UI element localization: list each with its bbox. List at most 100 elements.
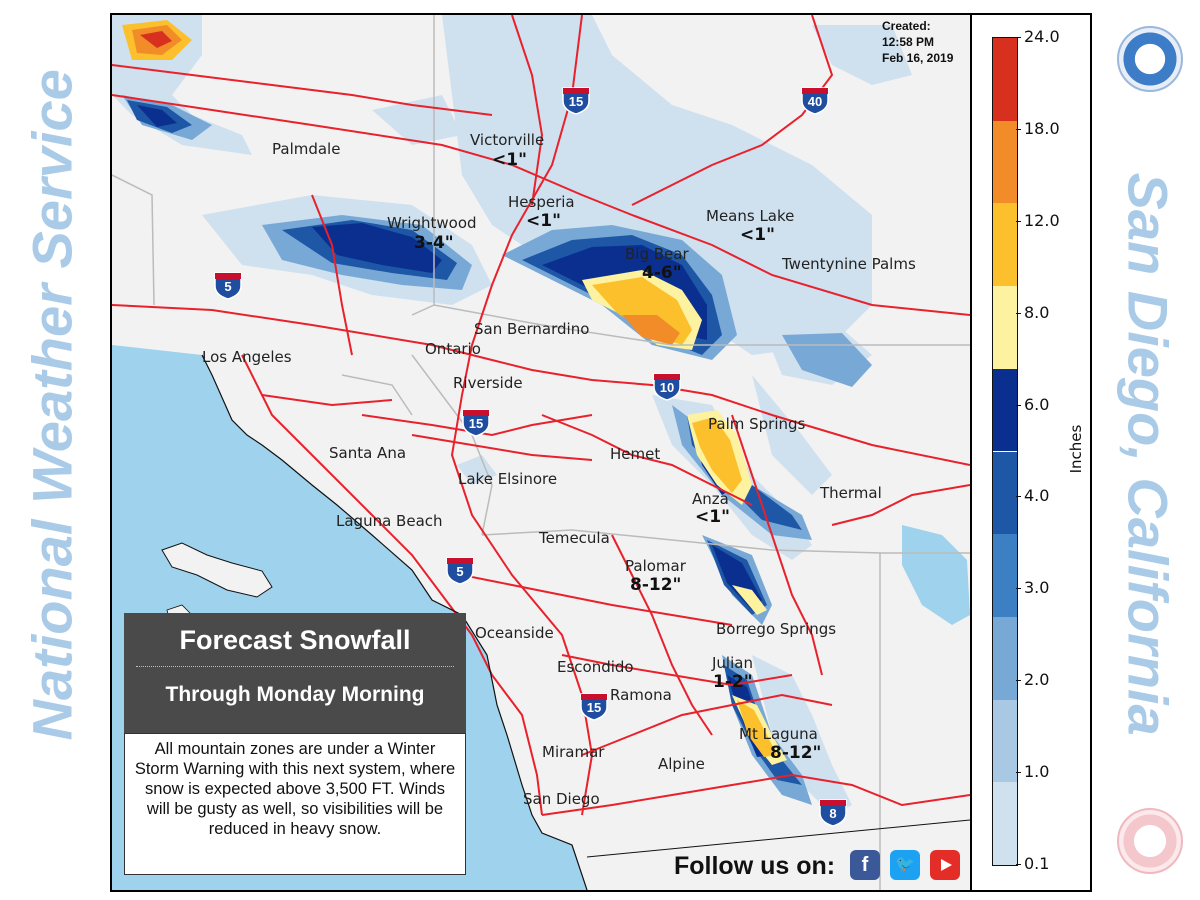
interstate-number: 5 [456,564,464,579]
city-label-means-lake: Means Lake [706,207,795,225]
interstate-shield-icon: 15 [579,691,609,721]
colorbar-tick [1016,128,1021,130]
city-label-escondido: Escondido [557,658,634,676]
interstate-shield-icon: 15 [461,407,491,437]
colorbar-segment [993,616,1017,700]
snow-amount-palomar: 8-12" [630,575,682,595]
island [161,542,273,598]
forecast-title: Forecast Snowfall [179,625,411,655]
colorbar-tick [1016,312,1021,314]
colorbar-tick-label: 24.0 [1024,27,1060,46]
snow-amount-big-bear: 4-6" [642,263,682,283]
colorbar-unit-label: Inches [1067,424,1085,474]
city-label-san-diego: San Diego [523,790,600,808]
office-side-title: San Diego, California [1116,172,1180,736]
colorbar-tick [1016,220,1021,222]
colorbar-tick-label: 2.0 [1024,670,1050,690]
city-label-lake-elsinore: Lake Elsinore [458,470,558,488]
colorbar-tick [1016,404,1021,406]
colorbar-segment [993,120,1017,204]
colorbar-tick-label: 6.0 [1024,394,1050,414]
colorbar-segment [993,534,1017,617]
colorbar-tick-label: 4.0 [1024,486,1050,506]
description-text: All mountain zones are under a Winter St… [134,740,456,838]
city-label-thermal: Thermal [820,484,882,502]
interstate-shield-icon: 5 [213,270,243,300]
interstate-number: 15 [568,94,584,109]
twitter-icon[interactable]: 🐦 [890,850,920,880]
colorbar-tick [1016,588,1021,590]
snowfall-colorbar [992,37,1018,866]
interstate-shield-icon: 8 [818,797,848,827]
interstate-shield-icon: 5 [445,555,475,585]
colorbar-segment [993,203,1017,287]
city-label-san-bernardino: San Bernardino [474,320,590,338]
forecast-subtitle: Through Monday Morning [165,683,425,706]
city-label-palomar: Palomar [625,557,686,575]
colorbar-tick [1016,496,1021,498]
created-timestamp: Created: 12:58 PM Feb 16, 2019 [882,18,953,66]
snow-amount-mt-laguna: 8-12" [770,743,822,763]
colorbar-tick [1016,864,1021,865]
interstate-number: 10 [659,380,675,395]
city-label-wrightwood: Wrightwood [387,214,477,232]
colorbar-tick-label: 0.1 [1024,854,1050,873]
city-label-twentynine-palms: Twentynine Palms [782,255,916,273]
snow-amount-victorville: <1" [492,150,527,170]
colorbar-tick [1016,37,1021,38]
city-label-ramona: Ramona [610,686,672,704]
description-box: All mountain zones are under a Winter St… [124,733,466,875]
snow-amount-julian: 1-2" [713,672,753,692]
facebook-icon[interactable]: f [850,850,880,880]
city-label-mt-laguna: Mt Laguna [739,725,818,743]
city-label-hemet: Hemet [610,445,661,463]
colorbar-tick-label: 12.0 [1024,210,1060,230]
city-label-borrego-springs: Borrego Springs [716,620,837,638]
city-label-laguna-beach: Laguna Beach [336,512,443,530]
colorbar-segment [993,699,1017,783]
city-label-big-bear: Big Bear [625,245,689,263]
snow-amount-wrightwood: 3-4" [414,233,454,253]
follow-us-label: Follow us on: [674,852,836,880]
city-label-riverside: Riverside [453,374,523,392]
colorbar-segment [993,782,1017,865]
forecast-title-box: Forecast Snowfall Through Monday Morning [124,613,466,733]
nws-side-title: National Weather Service [20,69,84,741]
city-label-victorville: Victorville [470,131,545,149]
interstate-number: 5 [224,279,232,294]
city-label-ontario: Ontario [425,340,481,358]
city-label-temecula: Temecula [539,529,610,547]
city-label-los-angeles: Los Angeles [202,348,292,366]
city-label-oceanside: Oceanside [475,624,554,642]
interstate-number: 40 [807,94,823,109]
created-time: 12:58 PM [882,35,935,49]
colorbar-tick-label: 3.0 [1024,578,1050,598]
title-divider [136,666,454,667]
colorbar-segment [993,38,1017,121]
snow-amount-means-lake: <1" [740,225,775,245]
colorbar-segment [993,286,1017,369]
created-label: Created: [882,19,931,33]
city-label-palmdale: Palmdale [272,140,341,158]
youtube-icon[interactable] [930,850,960,880]
interstate-shield-icon: 15 [561,85,591,115]
legend-panel [970,13,1092,892]
city-label-anza: Anza [692,490,729,508]
colorbar-tick-label: 1.0 [1024,762,1050,782]
interstate-number: 15 [468,416,484,431]
interstate-shield-icon: 10 [652,371,682,401]
salton-sea [902,525,970,625]
interstate-number: 8 [829,806,837,821]
created-date: Feb 16, 2019 [882,51,954,65]
city-label-julian: Julian [712,654,753,672]
city-label-hesperia: Hesperia [508,193,575,211]
colorbar-segment [993,368,1017,452]
city-label-palm-springs: Palm Springs [708,415,806,433]
interstate-shield-icon: 40 [800,85,830,115]
colorbar-segment [993,451,1017,535]
colorbar-tick-label: 8.0 [1024,302,1050,322]
colorbar-tick [1016,680,1021,682]
noaa-logo-icon [1117,26,1183,92]
city-label-miramar: Miramar [542,743,605,761]
interstate-number: 15 [586,700,602,715]
